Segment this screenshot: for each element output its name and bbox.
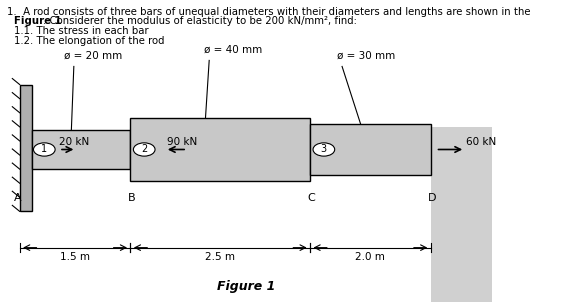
Text: 2.5 m: 2.5 m [205,252,235,262]
Text: ø = 30 mm: ø = 30 mm [337,50,395,60]
Bar [32,130,130,169]
Text: 1.2. The elongation of the rod: 1.2. The elongation of the rod [14,36,164,46]
Text: Figure 1: Figure 1 [217,280,275,293]
Text: C: C [307,193,315,203]
Bar [20,85,32,211]
Text: D: D [427,193,436,203]
Text: 1.1. The stress in each bar: 1.1. The stress in each bar [14,26,149,36]
Bar [310,124,431,175]
Text: B: B [128,193,135,203]
Text: ø = 40 mm: ø = 40 mm [204,44,263,54]
Text: 60 kN: 60 kN [466,137,497,147]
Text: 90 kN: 90 kN [168,137,198,147]
Text: ø = 20 mm: ø = 20 mm [64,50,122,60]
Text: 20 kN: 20 kN [59,137,89,147]
Circle shape [313,143,335,156]
Text: A: A [13,193,21,203]
Text: 2: 2 [141,144,147,155]
Bar [130,118,310,181]
Text: 3: 3 [321,144,327,155]
Text: Figure 1: Figure 1 [14,16,62,26]
Text: 2.0 m: 2.0 m [355,252,385,262]
Text: 1: 1 [41,144,47,155]
Text: 1.5 m: 1.5 m [60,252,90,262]
Bar [431,127,492,302]
Text: 1.  A rod consists of three bars of unequal diameters with their diameters and l: 1. A rod consists of three bars of unequ… [7,7,531,17]
Circle shape [33,143,55,156]
Text: . Considerer the modulus of elasticity to be 200 kN/mm², find:: . Considerer the modulus of elasticity t… [43,16,357,26]
Circle shape [134,143,155,156]
